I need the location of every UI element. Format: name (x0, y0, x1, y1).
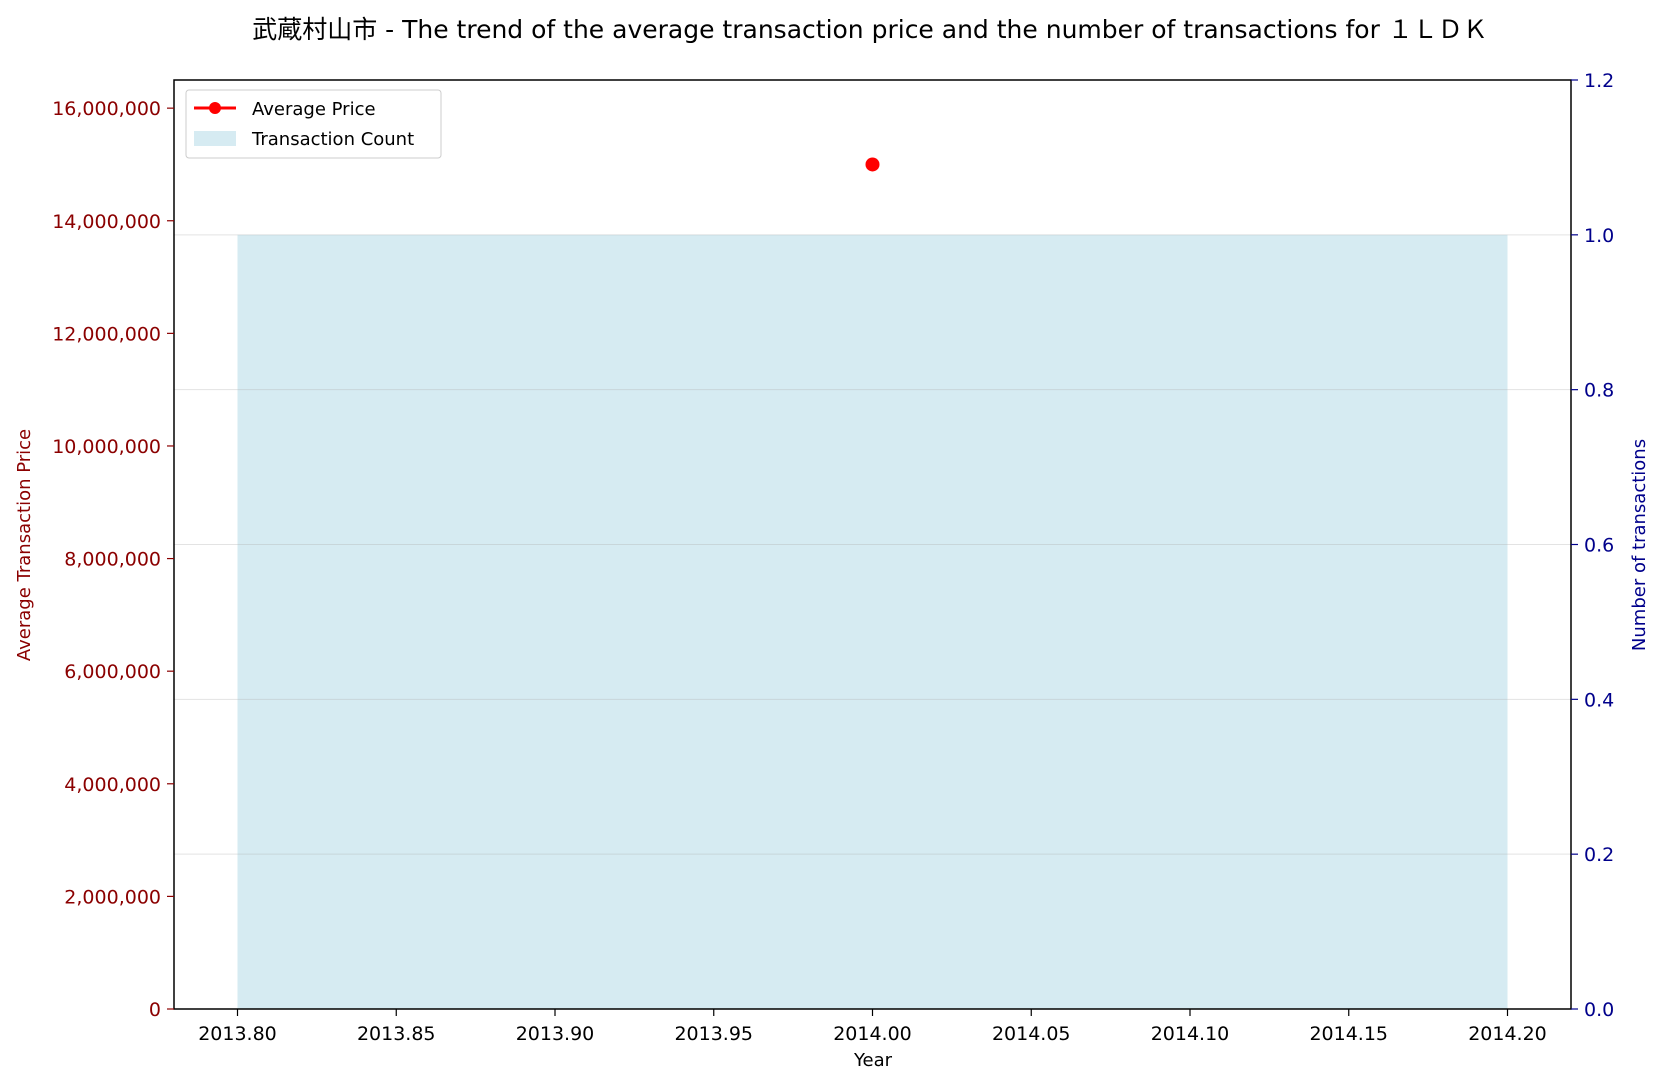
y-right-tick-label: 1.0 (1584, 225, 1614, 247)
y-axis-left-label: Average Transaction Price (14, 429, 35, 661)
y-right-tick-label: 0.8 (1584, 380, 1614, 402)
legend-bar-swatch (194, 131, 236, 146)
legend-marker-swatch (209, 102, 221, 114)
y-left-tick-label: 6,000,000 (64, 661, 161, 683)
y-axis-left: 0 2,000,000 4,000,000 6,000,000 8,000,000 10,… (52, 98, 174, 1021)
y-right-tick-label: 1.2 (1584, 70, 1614, 92)
x-tick-label: 2014.10 (1151, 1023, 1230, 1045)
y-axis-right: 0.0 0.2 0.4 0.6 0.8 1.0 1.2 (1571, 70, 1614, 1021)
y-axis-right-label: Number of transactions (1629, 439, 1650, 651)
y-left-tick-label: 2,000,000 (64, 886, 161, 908)
x-axis-label: Year (853, 1050, 893, 1071)
y-left-tick-label: 4,000,000 (64, 774, 161, 796)
bar-transaction-count (237, 234, 1508, 1010)
y-right-tick-label: 0.0 (1584, 999, 1614, 1021)
x-tick-label: 2014.00 (833, 1023, 912, 1045)
y-left-tick-label: 16,000,000 (52, 98, 161, 120)
chart-title: 武蔵村山市 - The trend of the average transac… (252, 15, 1488, 44)
x-tick-label: 2013.95 (674, 1023, 753, 1045)
legend-box (185, 89, 442, 159)
x-tick-label: 2014.15 (1309, 1023, 1388, 1045)
points-layer (865, 157, 880, 172)
y-right-tick-label: 0.6 (1584, 535, 1614, 557)
x-tick-label: 2013.80 (198, 1023, 277, 1045)
x-tick-label: 2014.20 (1468, 1023, 1547, 1045)
x-tick-label: 2014.05 (992, 1023, 1071, 1045)
y-left-tick-label: 0 (149, 999, 161, 1021)
y-left-tick-label: 12,000,000 (52, 323, 161, 345)
x-tick-label: 2013.85 (357, 1023, 436, 1045)
grid-layer (174, 234, 1571, 855)
y-right-tick-label: 0.2 (1584, 844, 1614, 866)
legend: Average Price Transaction Count (185, 89, 442, 159)
y-left-tick-label: 14,000,000 (52, 211, 161, 233)
point-average-price (865, 157, 880, 172)
y-left-tick-label: 10,000,000 (52, 436, 161, 458)
bars-layer (237, 234, 1508, 1010)
legend-label-average-price: Average Price (252, 99, 376, 120)
x-tick-label: 2013.90 (516, 1023, 595, 1045)
y-right-tick-label: 0.4 (1584, 689, 1614, 711)
y-left-tick-label: 8,000,000 (64, 549, 161, 571)
x-axis: 2013.80 2013.85 2013.90 2013.95 2014.00 2014.… (198, 1009, 1547, 1045)
legend-label-transaction-count: Transaction Count (251, 129, 414, 150)
